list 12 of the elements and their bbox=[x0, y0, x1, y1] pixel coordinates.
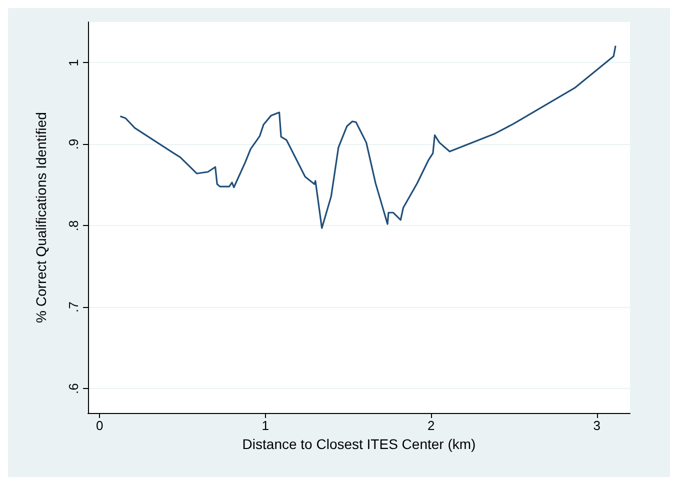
y-tick-label: .7 bbox=[66, 302, 81, 313]
x-tick-label: 1 bbox=[262, 418, 269, 433]
x-axis-title: Distance to Closest ITES Center (km) bbox=[242, 436, 476, 452]
line-series bbox=[120, 46, 616, 229]
x-tick-label: 2 bbox=[427, 418, 435, 433]
y-tick-label: .9 bbox=[66, 138, 81, 150]
y-axis-title: % Correct Qualifications Identified bbox=[33, 112, 49, 323]
x-tick-label: 0 bbox=[96, 418, 104, 433]
y-tick-label: .6 bbox=[66, 383, 81, 394]
y-tick-label: .8 bbox=[66, 220, 81, 232]
x-tick-label: 3 bbox=[593, 418, 600, 433]
y-tick-label: 1 bbox=[66, 59, 81, 66]
